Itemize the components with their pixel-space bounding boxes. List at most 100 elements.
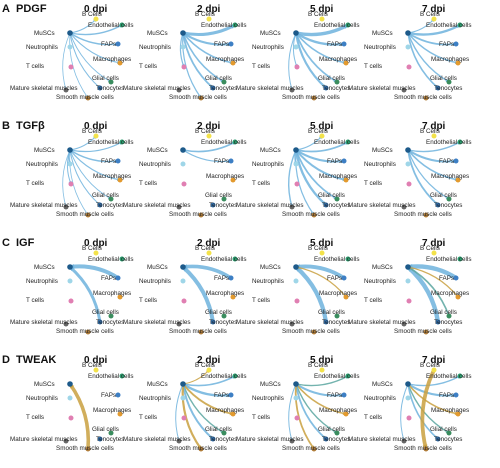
node-label-neutro: Neutrophils	[252, 161, 284, 168]
node-label-teno: Tenocytes	[96, 319, 124, 326]
edge-musc-to-macro	[182, 32, 234, 64]
node-label-bcells: B Cells	[82, 245, 102, 252]
edge-macro-to-musc	[407, 266, 459, 298]
node-teno	[435, 85, 441, 91]
edge-musc-to-teno	[69, 149, 101, 206]
edge-musc-to-endo	[295, 375, 349, 387]
edge-musc-to-macro	[295, 149, 347, 181]
node-label-faps: FAPs	[214, 275, 229, 282]
node-macro	[455, 411, 461, 417]
node-label-musc: MuSCs	[34, 381, 55, 388]
node-smooth	[198, 329, 204, 335]
edge-musc-to-faps	[181, 382, 233, 397]
node-musc	[405, 381, 411, 387]
panel-label-b: B	[2, 120, 10, 132]
edge-musc-to-faps	[181, 31, 233, 46]
edge-musc-to-glial	[295, 383, 338, 434]
node-smooth	[198, 212, 204, 218]
node-faps	[228, 392, 234, 398]
node-label-endo: Endothelial cells	[201, 373, 247, 380]
node-label-smooth: Smooth muscle cells	[56, 445, 114, 452]
pathway-label-a: PDGF	[16, 3, 47, 15]
node-tcells	[68, 298, 74, 304]
node-neutro	[293, 161, 299, 167]
node-label-bcells: B Cells	[195, 245, 215, 252]
node-label-endo: Endothelial cells	[426, 139, 472, 146]
edge-musc-to-mature	[62, 32, 71, 91]
node-neutro	[180, 161, 186, 167]
node-teno	[435, 436, 441, 442]
edge-musc-to-teno	[294, 31, 328, 90]
node-tcells	[294, 64, 300, 70]
node-endo	[119, 373, 125, 379]
node-label-neutro: Neutrophils	[26, 44, 58, 51]
node-label-smooth: Smooth muscle cells	[282, 445, 340, 452]
node-mature	[401, 87, 407, 93]
node-teno	[210, 85, 216, 91]
edge-faps-to-musc	[68, 264, 120, 280]
timepoint-label: 7 dpi	[422, 355, 446, 366]
node-label-smooth: Smooth muscle cells	[394, 211, 452, 218]
node-macro	[117, 294, 123, 300]
node-label-glial: Glial cells	[430, 192, 457, 199]
node-glial	[446, 79, 452, 85]
node-label-endo: Endothelial cells	[426, 22, 472, 29]
edge-musc-to-endo	[182, 375, 236, 387]
node-label-glial: Glial cells	[430, 309, 457, 316]
node-tcells	[294, 298, 300, 304]
node-label-musc: MuSCs	[372, 147, 393, 154]
timepoint-label: 7 dpi	[422, 4, 446, 15]
node-label-mature: Mature skeletal muscles	[10, 202, 78, 209]
edge-teno-to-musc	[405, 264, 441, 325]
node-label-glial: Glial cells	[318, 75, 345, 82]
edge-teno-to-musc	[68, 265, 102, 324]
node-bcells	[93, 367, 99, 373]
node-faps	[341, 158, 347, 164]
node-mature	[401, 321, 407, 327]
node-faps	[115, 275, 121, 281]
node-bcells	[206, 133, 212, 139]
node-faps	[228, 41, 234, 47]
node-label-glial: Glial cells	[205, 75, 232, 82]
timepoint-label: 0 dpi	[84, 238, 108, 249]
node-neutro	[405, 278, 411, 284]
edge-musc-to-faps	[294, 31, 346, 46]
node-endo	[119, 256, 125, 262]
node-mature	[289, 204, 295, 210]
node-teno	[435, 319, 441, 325]
node-faps	[115, 392, 121, 398]
node-tcells	[294, 415, 300, 421]
edge-musc-to-faps	[69, 149, 119, 163]
edge-musc-to-faps	[407, 32, 457, 46]
node-label-bcells: B Cells	[420, 245, 440, 252]
node-mature	[401, 204, 407, 210]
node-smooth	[423, 95, 429, 101]
node-label-mature: Mature skeletal muscles	[10, 436, 78, 443]
node-label-musc: MuSCs	[147, 30, 168, 37]
node-smooth	[311, 446, 317, 452]
node-label-endo: Endothelial cells	[88, 22, 134, 29]
node-label-faps: FAPs	[101, 158, 116, 165]
node-macro	[117, 177, 123, 183]
node-endo	[457, 256, 463, 262]
node-label-mature: Mature skeletal muscles	[10, 85, 78, 92]
node-label-neutro: Neutrophils	[252, 278, 284, 285]
node-musc	[67, 147, 73, 153]
node-label-neutro: Neutrophils	[139, 278, 171, 285]
edge-musc-to-teno	[182, 383, 214, 440]
node-bcells	[206, 250, 212, 256]
node-label-teno: Tenocytes	[434, 436, 462, 443]
node-label-macro: Macrophages	[206, 56, 244, 63]
node-faps	[453, 41, 459, 47]
node-label-neutro: Neutrophils	[139, 161, 171, 168]
node-label-faps: FAPs	[214, 158, 229, 165]
edge-glial-to-musc	[407, 266, 450, 317]
node-tcells	[68, 415, 74, 421]
node-label-faps: FAPs	[101, 41, 116, 48]
